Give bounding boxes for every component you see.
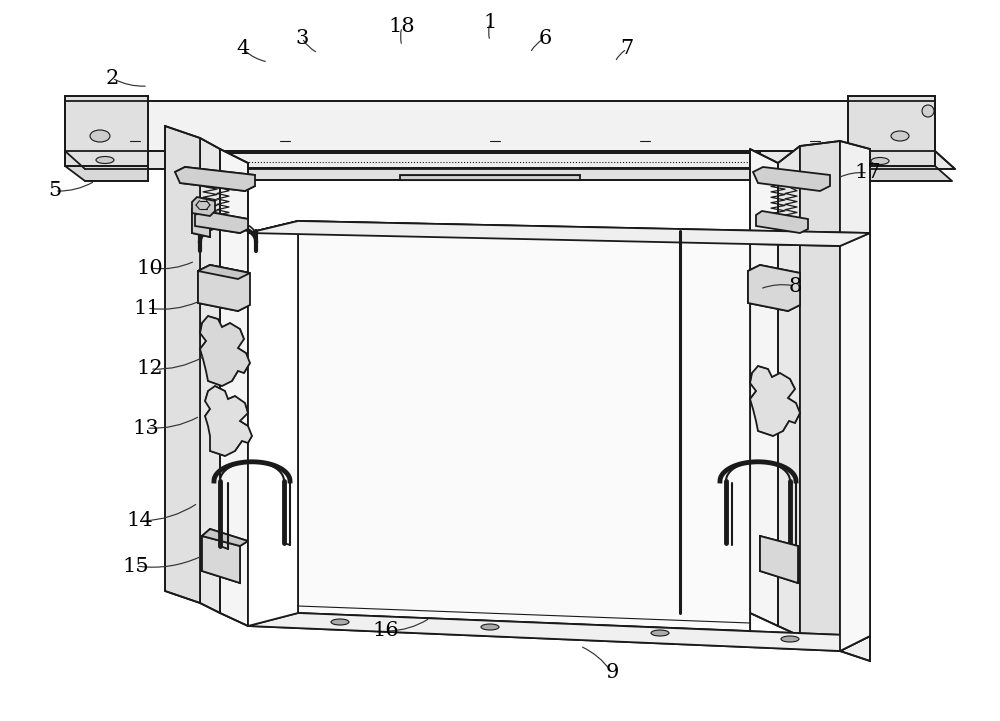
Polygon shape [205,153,760,168]
Polygon shape [175,167,255,191]
Ellipse shape [871,157,889,164]
Polygon shape [753,167,830,191]
Polygon shape [800,141,840,651]
Polygon shape [200,316,250,386]
Ellipse shape [481,624,499,630]
Polygon shape [220,149,248,626]
Polygon shape [748,265,800,311]
Polygon shape [298,221,750,631]
Text: 3: 3 [295,29,309,48]
Circle shape [922,105,934,117]
Polygon shape [192,209,210,237]
Polygon shape [198,265,250,279]
Ellipse shape [891,131,909,141]
Text: 2: 2 [105,68,119,87]
Polygon shape [202,529,248,546]
Polygon shape [778,146,800,636]
Polygon shape [750,149,778,626]
Polygon shape [750,366,800,436]
Text: 13: 13 [133,418,159,438]
Polygon shape [848,166,952,181]
Text: 9: 9 [605,663,619,683]
Text: 15: 15 [123,557,149,575]
Polygon shape [165,126,200,603]
Polygon shape [760,536,798,583]
Polygon shape [65,101,935,151]
Text: 11: 11 [134,298,160,317]
Text: 18: 18 [389,17,415,37]
Polygon shape [756,211,808,233]
Polygon shape [65,96,148,166]
Text: 12: 12 [137,360,163,379]
Polygon shape [192,197,215,216]
Text: 10: 10 [137,259,163,278]
Polygon shape [848,96,935,166]
Polygon shape [205,168,775,180]
Polygon shape [198,265,250,311]
Text: 17: 17 [855,164,881,182]
Polygon shape [400,175,580,180]
Polygon shape [200,138,220,613]
Ellipse shape [96,156,114,164]
Polygon shape [840,233,870,651]
Text: 16: 16 [373,622,399,640]
Polygon shape [248,221,870,246]
Text: 7: 7 [620,40,634,58]
Text: 6: 6 [538,29,552,48]
Text: 8: 8 [788,276,802,296]
Text: 5: 5 [48,182,62,200]
Text: 4: 4 [236,40,250,58]
Polygon shape [65,101,85,169]
Ellipse shape [90,130,110,142]
Text: 1: 1 [483,14,497,32]
Polygon shape [840,141,870,661]
Polygon shape [65,166,148,181]
Polygon shape [248,221,298,626]
Polygon shape [65,151,955,169]
Ellipse shape [781,636,799,642]
Ellipse shape [651,630,669,636]
Polygon shape [195,211,248,233]
Polygon shape [202,536,240,583]
Polygon shape [248,613,870,651]
Polygon shape [205,386,252,456]
Ellipse shape [331,619,349,625]
Text: 14: 14 [127,511,153,531]
